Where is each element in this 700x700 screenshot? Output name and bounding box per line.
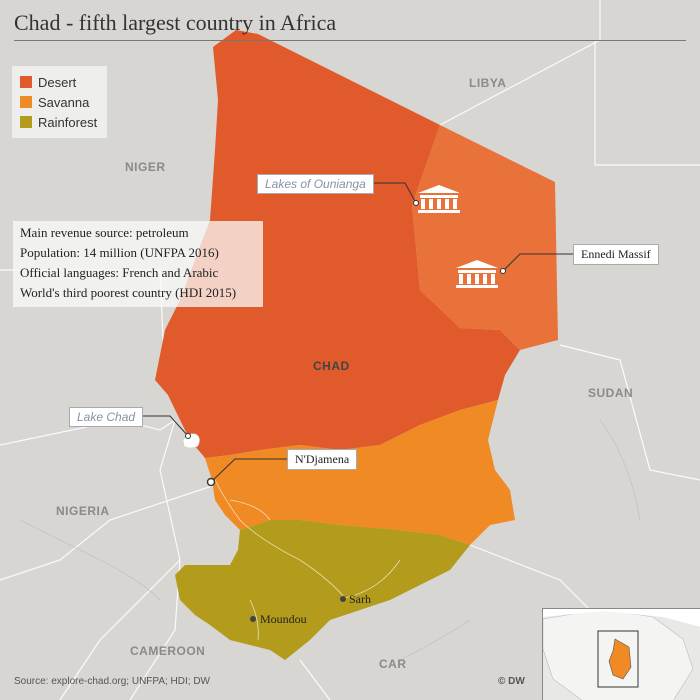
rivers	[19, 419, 641, 661]
inner-rivers	[214, 479, 401, 641]
city-marker-icon	[340, 596, 346, 602]
country-label-car: CAR	[379, 657, 407, 671]
country-label-sudan: SUDAN	[588, 386, 634, 400]
africa-locator-map	[543, 609, 700, 700]
leader-lines	[142, 182, 573, 482]
unesco-icon	[456, 260, 498, 288]
fact-population: Population: 14 million (UNFPA 2016)	[20, 245, 219, 260]
unesco-icon	[418, 185, 460, 213]
callout-ennedi-massif: Ennedi Massif	[573, 244, 659, 265]
rainforest-region	[175, 520, 470, 660]
country-label-libya: LIBYA	[469, 76, 507, 90]
city-marker-icon	[250, 616, 256, 622]
locator-frame	[597, 630, 639, 688]
source-credit: Source: explore-chad.org; UNFPA; HDI; DW	[14, 676, 210, 687]
mediterranean-sea	[543, 609, 700, 627]
lake-chad-point	[185, 433, 191, 439]
callout-lake-chad: Lake Chad	[69, 407, 144, 427]
savanna-region	[205, 400, 515, 545]
fact-languages: Official languages: French and Arabic	[20, 265, 219, 280]
legend-swatch-desert	[20, 76, 32, 88]
legend-item-desert: Desert	[20, 72, 97, 92]
brand-credit: © DW	[498, 676, 525, 687]
fact-poverty: World's third poorest country (HDI 2015)	[20, 285, 237, 300]
callout-lakes-of-ounianga: Lakes of Ounianga	[257, 174, 374, 194]
africa-locator-inset	[542, 608, 700, 700]
legend-swatch-savanna	[20, 96, 32, 108]
facts-box: Main revenue source: petroleum Populatio…	[13, 221, 263, 307]
country-label-niger: NIGER	[125, 160, 166, 174]
ennedi-region	[412, 125, 558, 350]
legend-item-savanna: Savanna	[20, 92, 97, 112]
country-label-chad: CHAD	[313, 359, 350, 373]
legend-label: Rainforest	[38, 114, 98, 130]
callout-ndjamena: N'Djamena	[287, 449, 358, 470]
chad-locator-shape	[608, 638, 632, 680]
city-label-moundou: Moundou	[260, 612, 307, 626]
ennedi-point	[500, 268, 506, 274]
legend-swatch-rainforest	[20, 116, 32, 128]
city-marker-icon	[206, 477, 216, 487]
legend: Desert Savanna Rainforest	[12, 66, 108, 138]
ounianga-point	[413, 200, 419, 206]
desert-region	[155, 30, 520, 458]
legend-label: Desert	[38, 74, 77, 90]
legend-item-rainforest: Rainforest	[20, 112, 97, 132]
country-label-nigeria: NIGERIA	[56, 504, 110, 518]
fact-revenue: Main revenue source: petroleum	[20, 225, 189, 240]
legend-label: Savanna	[38, 94, 90, 110]
title-divider	[14, 40, 686, 41]
page-title: Chad - fifth largest country in Africa	[14, 10, 337, 35]
country-label-cameroon: CAMEROON	[130, 644, 206, 658]
city-label-sarh: Sarh	[349, 592, 371, 606]
